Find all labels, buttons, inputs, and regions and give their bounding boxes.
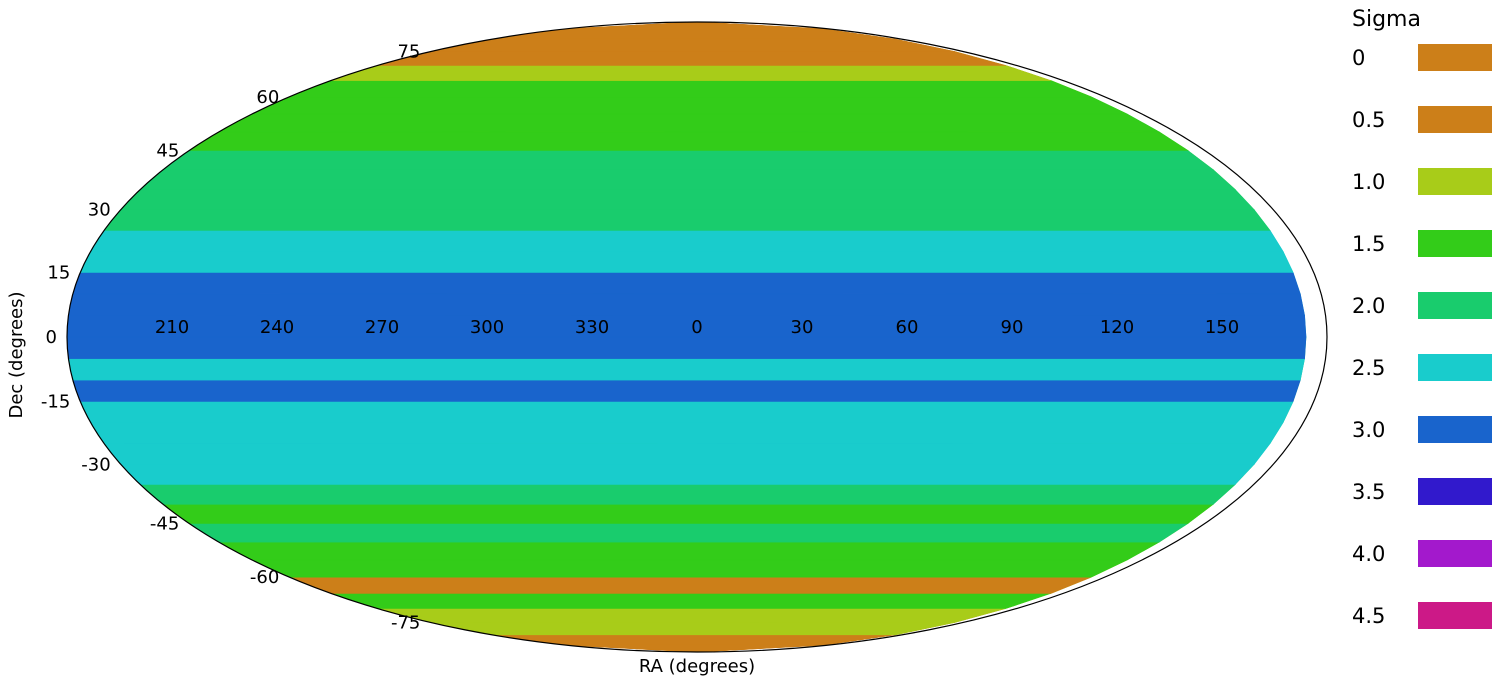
- heatmap-cell: [72, 379, 1301, 402]
- dec-tick-label: -75: [391, 612, 420, 633]
- ra-tick-label: 210: [155, 317, 189, 338]
- dec-tick-label: 60: [256, 87, 279, 108]
- heatmap-cell: [119, 463, 1255, 485]
- legend-label: 3.0: [1352, 418, 1385, 442]
- heatmap-cells: [67, 22, 1307, 652]
- legend-title: Sigma: [1352, 7, 1421, 32]
- legend-label: 0: [1352, 46, 1365, 70]
- legend-label: 2.5: [1352, 356, 1385, 380]
- heatmap-cell: [218, 541, 1161, 561]
- heatmap-cell: [103, 443, 1271, 465]
- ra-tick-label: 300: [470, 317, 504, 338]
- dec-tick-label: 0: [46, 327, 57, 348]
- heatmap-cell: [289, 80, 1092, 98]
- ra-tick-label: 0: [691, 317, 702, 338]
- dec-tick-label: -60: [250, 567, 279, 588]
- dec-tick-label: 75: [397, 42, 420, 63]
- heatmap-cell: [68, 358, 1305, 381]
- legend-label: 4.5: [1352, 604, 1385, 628]
- heatmap-cell: [330, 593, 1051, 609]
- heatmap-cell: [430, 622, 955, 636]
- heatmap-cell: [103, 209, 1271, 231]
- heatmap-cell: [139, 169, 1236, 190]
- legend-label: 4.0: [1352, 542, 1385, 566]
- heatmap-cell: [251, 559, 1128, 578]
- legend-swatch: [1418, 44, 1492, 71]
- dec-tick-label: 30: [88, 200, 111, 221]
- legend-label: 0.5: [1352, 108, 1385, 132]
- ra-tick-label: 30: [791, 317, 814, 338]
- heatmap-cell: [188, 131, 1189, 151]
- legend-swatch: [1418, 354, 1492, 381]
- legend-swatch: [1418, 230, 1492, 257]
- ra-tick-label: 270: [365, 317, 399, 338]
- dec-tick-label: -15: [41, 392, 70, 413]
- ra-tick-label: 90: [1001, 317, 1024, 338]
- heatmap-cell: [72, 272, 1301, 295]
- heatmap-cell: [79, 251, 1294, 273]
- heatmap-cell: [139, 484, 1236, 505]
- legend-swatch: [1418, 106, 1492, 133]
- heatmap-cell: [377, 608, 1006, 623]
- heatmap-cell: [68, 293, 1305, 316]
- legend-swatch: [1418, 602, 1492, 629]
- legend: 0 0.5 1.0 1.5 2.0 2.5 3.0 3.5 4.0 4.5: [1352, 44, 1492, 629]
- ra-tick-label: 150: [1205, 317, 1239, 338]
- x-axis-label: RA (degrees): [639, 656, 755, 677]
- heatmap-cell: [67, 336, 1307, 359]
- heatmap-cell: [330, 65, 1051, 81]
- heatmap-cell: [218, 113, 1161, 133]
- legend-swatch: [1418, 292, 1492, 319]
- heatmap-cell: [251, 96, 1128, 115]
- heatmap-cell: [430, 38, 955, 52]
- ra-tick-label: 60: [896, 317, 919, 338]
- dec-tick-label: 15: [47, 263, 70, 284]
- ra-tick-label: 120: [1100, 317, 1134, 338]
- heatmap-cell: [289, 576, 1092, 594]
- dec-tick-label: -30: [81, 454, 110, 475]
- y-axis-label: Dec (degrees): [6, 291, 27, 418]
- dec-tick-label: -45: [150, 514, 179, 535]
- dec-tick-label: 45: [156, 141, 179, 162]
- legend-label: 1.5: [1352, 232, 1385, 256]
- legend-swatch: [1418, 478, 1492, 505]
- legend-label: 1.0: [1352, 170, 1385, 194]
- legend-swatch: [1418, 416, 1492, 443]
- heatmap-cell: [188, 523, 1189, 543]
- heatmap-cell: [119, 189, 1255, 210]
- legend-label: 2.0: [1352, 294, 1385, 318]
- heatmap-cell: [90, 230, 1284, 252]
- legend-label: 3.5: [1352, 480, 1385, 504]
- heatmap-cell: [162, 150, 1214, 170]
- ra-tick-label: 330: [575, 317, 609, 338]
- heatmap-cell: [377, 51, 1006, 66]
- legend-swatch: [1418, 168, 1492, 195]
- heatmap-cell: [79, 401, 1294, 424]
- heatmap-cell: [90, 422, 1284, 444]
- ra-tick-label: 240: [260, 317, 294, 338]
- heatmap-cell: [162, 503, 1214, 524]
- legend-swatch: [1418, 540, 1492, 567]
